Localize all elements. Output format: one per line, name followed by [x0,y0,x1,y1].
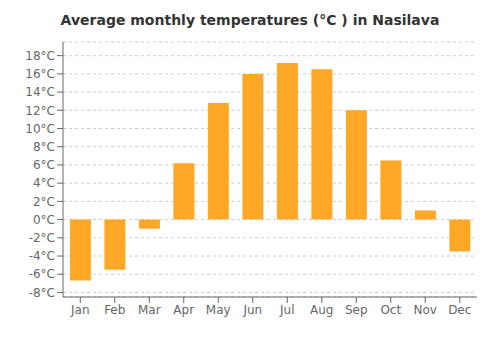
svg-text:8°C: 8°C [33,140,55,154]
svg-text:6°C: 6°C [33,158,55,172]
svg-text:Jul: Jul [279,303,294,317]
svg-text:-4°C: -4°C [29,249,55,263]
svg-text:Jan: Jan [70,303,90,317]
svg-text:10°C: 10°C [25,122,55,136]
svg-text:18°C: 18°C [25,49,55,63]
svg-text:2°C: 2°C [33,195,55,209]
svg-text:-6°C: -6°C [29,267,55,281]
svg-text:12°C: 12°C [25,104,55,118]
svg-text:Dec: Dec [448,303,471,317]
svg-text:Aug: Aug [310,303,333,317]
svg-text:Nov: Nov [414,303,437,317]
svg-text:-2°C: -2°C [29,231,55,245]
svg-text:14°C: 14°C [25,85,55,99]
svg-text:Sep: Sep [345,303,368,317]
svg-text:Jun: Jun [242,303,262,317]
svg-text:Apr: Apr [173,303,194,317]
svg-text:0°C: 0°C [33,213,55,227]
svg-text:16°C: 16°C [25,67,55,81]
svg-text:Feb: Feb [104,303,125,317]
svg-text:4°C: 4°C [33,176,55,190]
svg-text:May: May [206,303,231,317]
html-text:Average monthly temperatures (: Average monthly temperatures (°C ) in Na… [60,12,440,28]
svg-text:Mar: Mar [138,303,161,317]
svg-text:-8°C: -8°C [29,286,55,300]
svg-text:Oct: Oct [380,303,401,317]
